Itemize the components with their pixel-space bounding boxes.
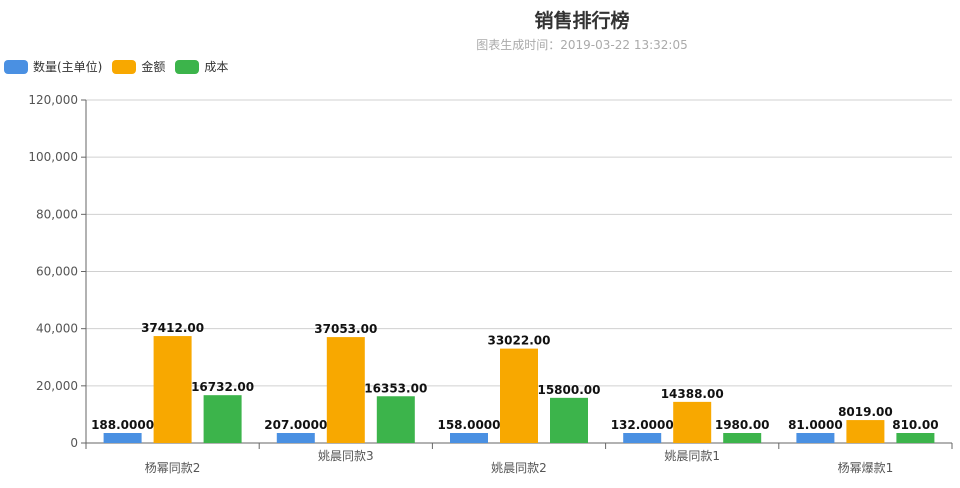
- data-label: 37053.00: [314, 322, 377, 336]
- data-label: 1980.00: [715, 418, 770, 432]
- x-tick-label: 姚晨同款2: [491, 461, 547, 475]
- bar: [326, 337, 365, 443]
- data-label: 37412.00: [141, 321, 204, 335]
- data-label: 188.0000: [91, 418, 154, 432]
- legend-item-quantity[interactable]: 数量(主单位): [4, 58, 102, 75]
- chart-subtitle: 图表生成时间：2019-03-22 13:32:05: [476, 38, 688, 52]
- bar: [153, 336, 192, 443]
- data-label: 8019.00: [838, 405, 893, 419]
- bar: [450, 433, 488, 443]
- y-tick-label: 80,000: [36, 207, 78, 221]
- y-tick-label: 120,000: [28, 93, 78, 107]
- legend-label-amount: 金额: [141, 60, 166, 74]
- data-label: 16732.00: [191, 380, 254, 394]
- x-tick-label: 杨幂同款2: [145, 460, 201, 475]
- bar: [723, 433, 762, 443]
- x-tick-label: 姚晨同款3: [318, 449, 374, 463]
- data-label: 16353.00: [364, 381, 427, 395]
- x-tick-label: 杨幂爆款1: [838, 460, 894, 475]
- legend-swatch-quantity: [4, 59, 28, 74]
- legend-swatch-cost: [175, 59, 200, 74]
- data-label: 33022.00: [487, 334, 550, 348]
- data-label: 15800.00: [537, 383, 600, 397]
- bar: [376, 396, 415, 443]
- data-label: 14388.00: [661, 387, 724, 401]
- y-tick-label: 20,000: [36, 379, 78, 393]
- bar: [673, 401, 712, 443]
- legend-item-cost[interactable]: 成本: [175, 58, 228, 75]
- data-label: 158.0000: [437, 418, 500, 432]
- legend: 数量(主单位) 金额 成本: [4, 58, 238, 75]
- legend-label-cost: 成本: [204, 60, 229, 74]
- data-label: 132.0000: [611, 418, 674, 432]
- x-tick-label: 姚晨同款1: [664, 449, 720, 463]
- bar: [550, 397, 588, 443]
- data-label: 810.00: [892, 418, 938, 432]
- y-tick-label: 40,000: [36, 322, 78, 336]
- data-label: 81.0000: [788, 418, 843, 432]
- y-tick-label: 100,000: [28, 150, 78, 164]
- bar: [846, 420, 885, 443]
- legend-swatch-amount: [112, 59, 137, 74]
- y-tick-label: 60,000: [36, 265, 78, 279]
- data-label: 207.0000: [264, 418, 327, 432]
- bar: [276, 433, 315, 443]
- legend-label-quantity: 数量(主单位): [33, 60, 103, 74]
- bar: [103, 433, 142, 443]
- bar: [896, 433, 935, 443]
- y-tick-label: 0: [70, 436, 78, 450]
- legend-item-amount[interactable]: 金额: [112, 58, 165, 75]
- bar: [203, 395, 242, 443]
- bar: [500, 348, 538, 443]
- chart-title: 销售排行榜: [534, 10, 630, 32]
- bar: [796, 433, 835, 443]
- bar: [623, 433, 662, 443]
